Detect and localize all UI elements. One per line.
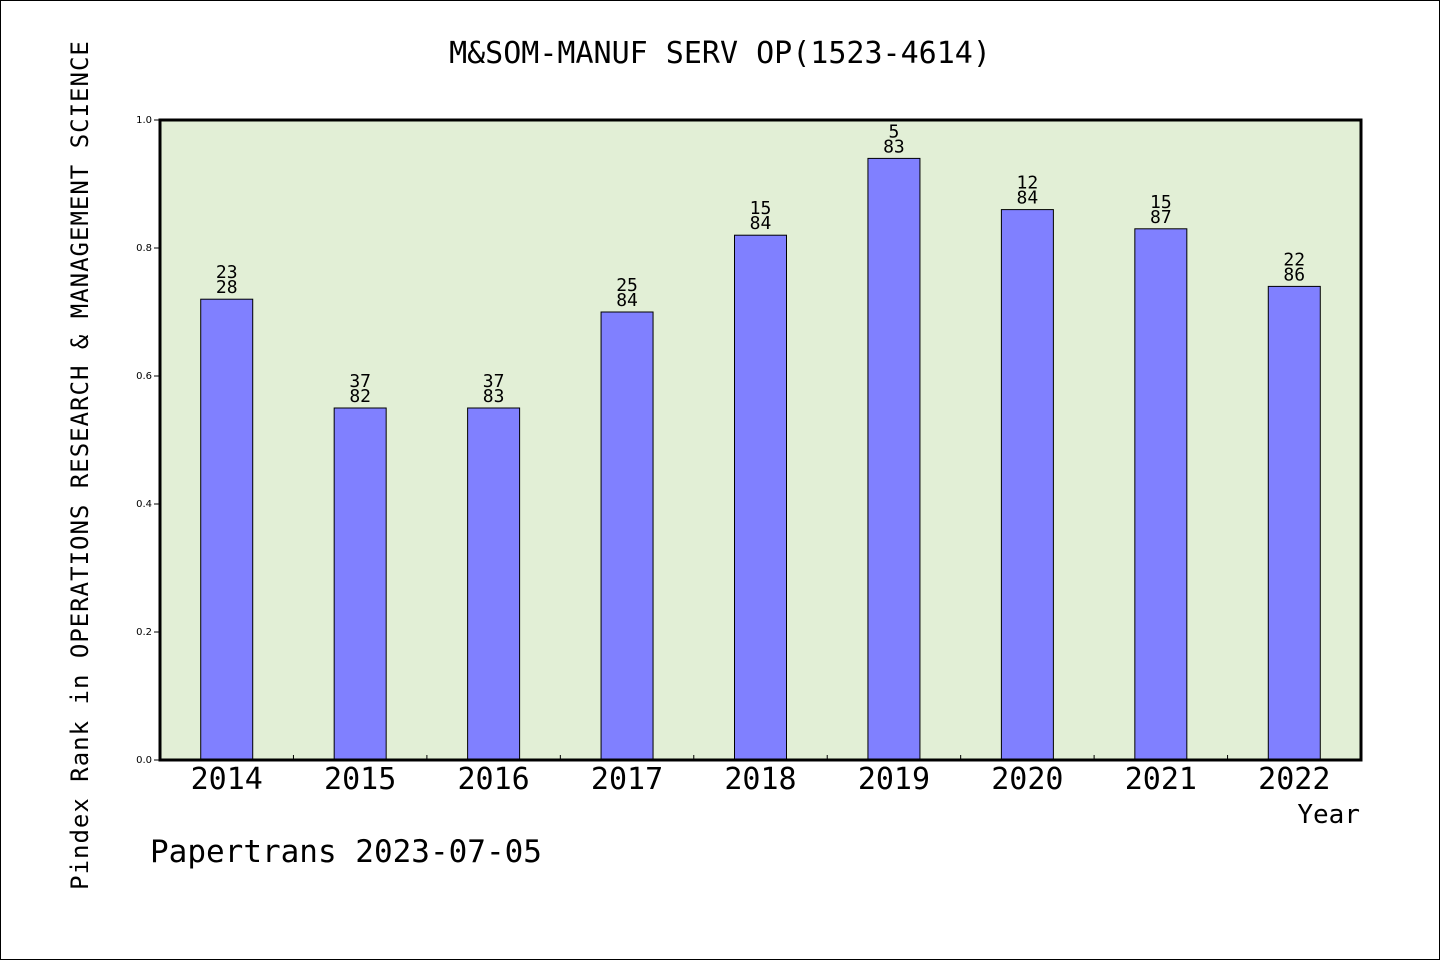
- bar-label-bottom: 84: [750, 213, 772, 234]
- bar-label-bottom: 83: [883, 136, 905, 157]
- bar: [1134, 228, 1188, 761]
- x-tick-label: 2015: [324, 762, 396, 797]
- x-tick-label: 2019: [858, 762, 930, 797]
- bar-label-top: 37: [349, 371, 371, 392]
- bar-label-bottom: 86: [1283, 264, 1305, 285]
- bar-label-top: 37: [483, 371, 505, 392]
- bar-label-bottom: 82: [349, 386, 371, 407]
- x-tick-label: 2017: [591, 762, 663, 797]
- bar-label-top: 25: [616, 275, 638, 296]
- y-tick-label: 0.4: [136, 499, 152, 510]
- bar-label-bottom: 28: [216, 277, 238, 298]
- bar-label-top: 15: [1150, 192, 1172, 213]
- bar: [1000, 209, 1054, 761]
- y-axis-label: Pindex Rank in OPERATIONS RESEARCH & MAN…: [66, 40, 94, 890]
- bar: [200, 298, 254, 761]
- plot-frame: [158, 118, 1363, 762]
- chart-title: M&SOM-MANUF SERV OP(1523-4614): [449, 36, 991, 71]
- bar-label-bottom: 84: [616, 290, 638, 311]
- y-tick-label: 0.2: [136, 627, 152, 638]
- footer-credit: Papertrans 2023-07-05: [150, 834, 542, 870]
- bar: [1267, 285, 1321, 761]
- bar-label-top: 5: [889, 121, 900, 142]
- x-tick-label: 2016: [457, 762, 529, 797]
- bar: [333, 407, 387, 761]
- y-tick-label: 1.0: [136, 115, 152, 126]
- y-tick-label: 0.8: [136, 243, 152, 254]
- bar-label-top: 15: [750, 198, 772, 219]
- bar-label-top: 23: [216, 262, 238, 283]
- bar: [600, 311, 654, 761]
- bar-label-bottom: 87: [1150, 207, 1172, 228]
- x-tick-label: 2022: [1258, 762, 1330, 797]
- x-tick-label: 2021: [1125, 762, 1197, 797]
- bar: [867, 157, 921, 761]
- bar-label-top: 22: [1283, 249, 1305, 270]
- y-tick-label: 0.0: [136, 755, 152, 766]
- x-tick-label: 2018: [724, 762, 796, 797]
- bar: [734, 234, 787, 761]
- x-axis-label: Year: [1297, 800, 1360, 830]
- bar-label-top: 12: [1017, 173, 1039, 194]
- bar: [467, 407, 521, 761]
- y-tick-label: 0.6: [136, 371, 152, 382]
- x-tick-label: 2020: [991, 762, 1063, 797]
- bar-label-bottom: 84: [1017, 188, 1039, 209]
- x-tick-label: 2014: [191, 762, 263, 797]
- bar-label-bottom: 83: [483, 386, 505, 407]
